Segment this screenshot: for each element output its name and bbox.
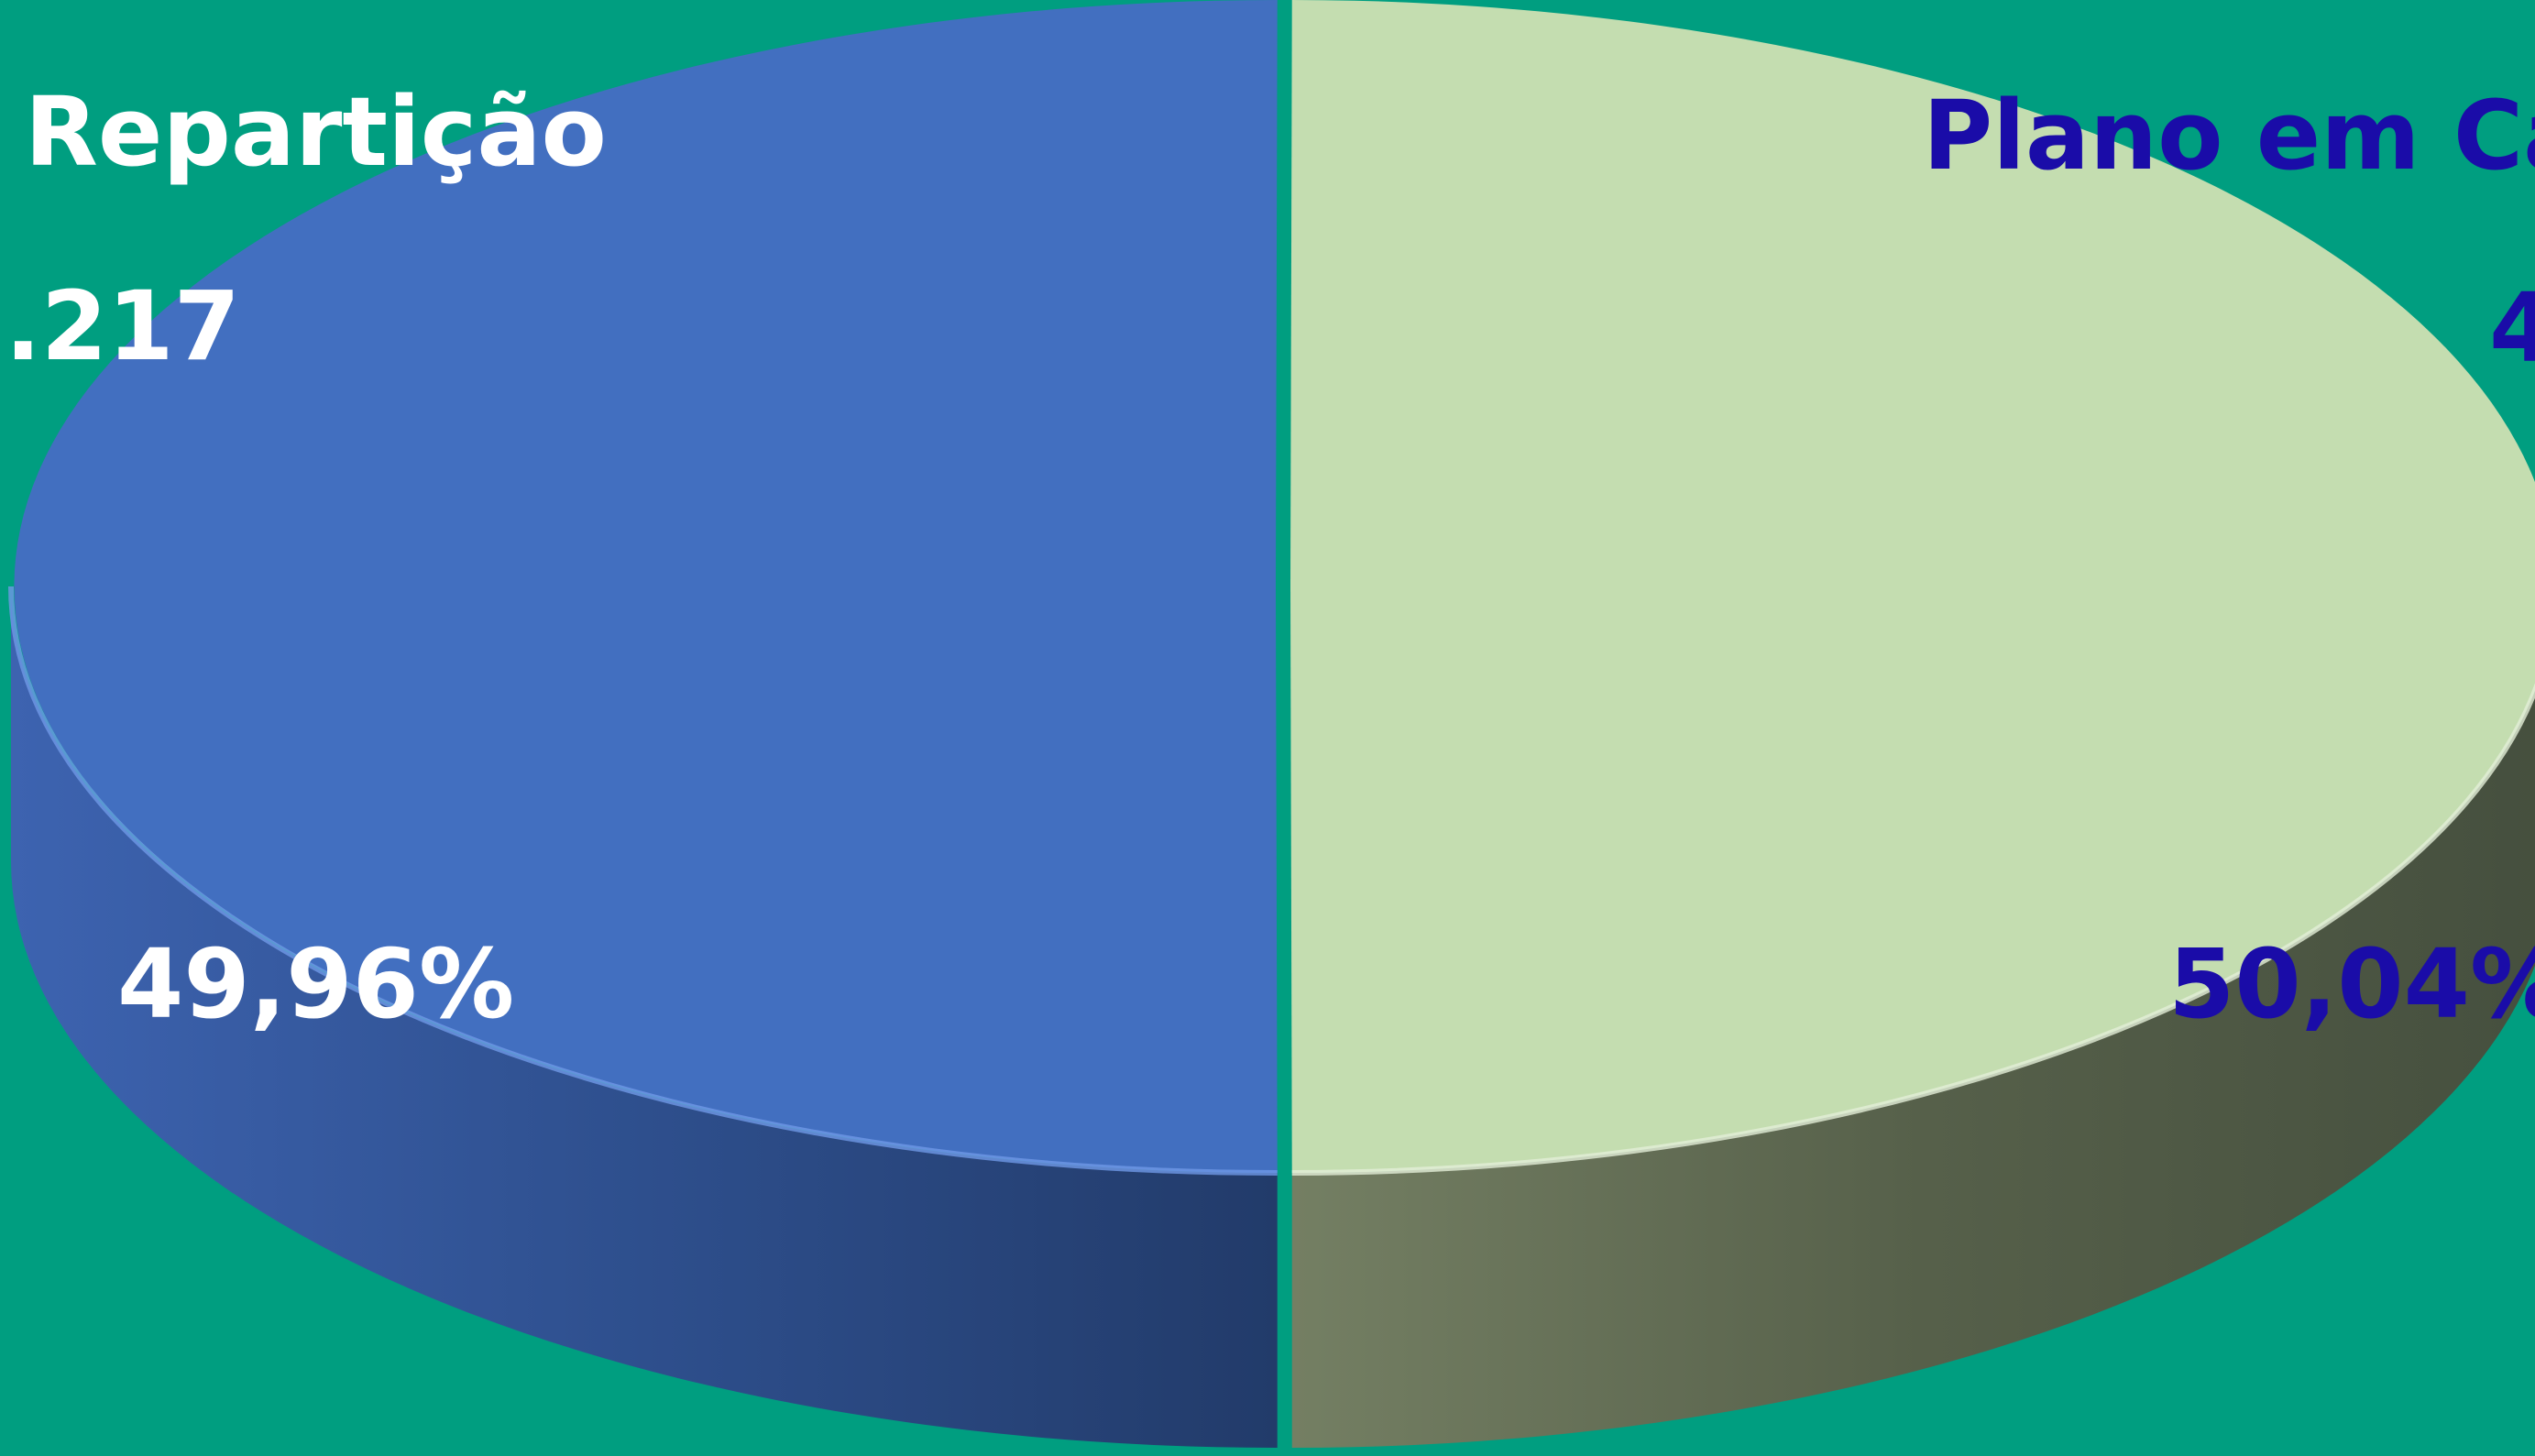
slice-label-reparticao: Plano em Repartição <box>0 76 607 188</box>
slice-value-capitalizacao: 45.289 <box>2489 272 2535 384</box>
slice-value-reparticao: 45.217 <box>0 270 240 382</box>
slice-side-1 <box>1291 690 2535 1448</box>
slice-side-0 <box>10 586 1278 1448</box>
slice-label-capitalizacao: Plano em Capitalização <box>1923 80 2535 192</box>
slice-plano-em-reparticao <box>8 0 1278 1448</box>
slice-top-0 <box>14 0 1278 1173</box>
slice-percent-capitalizacao: 50,04% <box>2168 928 2535 1040</box>
slice-rim-1 <box>1291 683 2535 1176</box>
slice-rim-0 <box>8 586 1278 1177</box>
slice-top-1 <box>1290 0 2535 1173</box>
slice-percent-reparticao: 49,96% <box>117 928 515 1040</box>
slice-plano-em-capitalizacao <box>1290 0 2535 1448</box>
